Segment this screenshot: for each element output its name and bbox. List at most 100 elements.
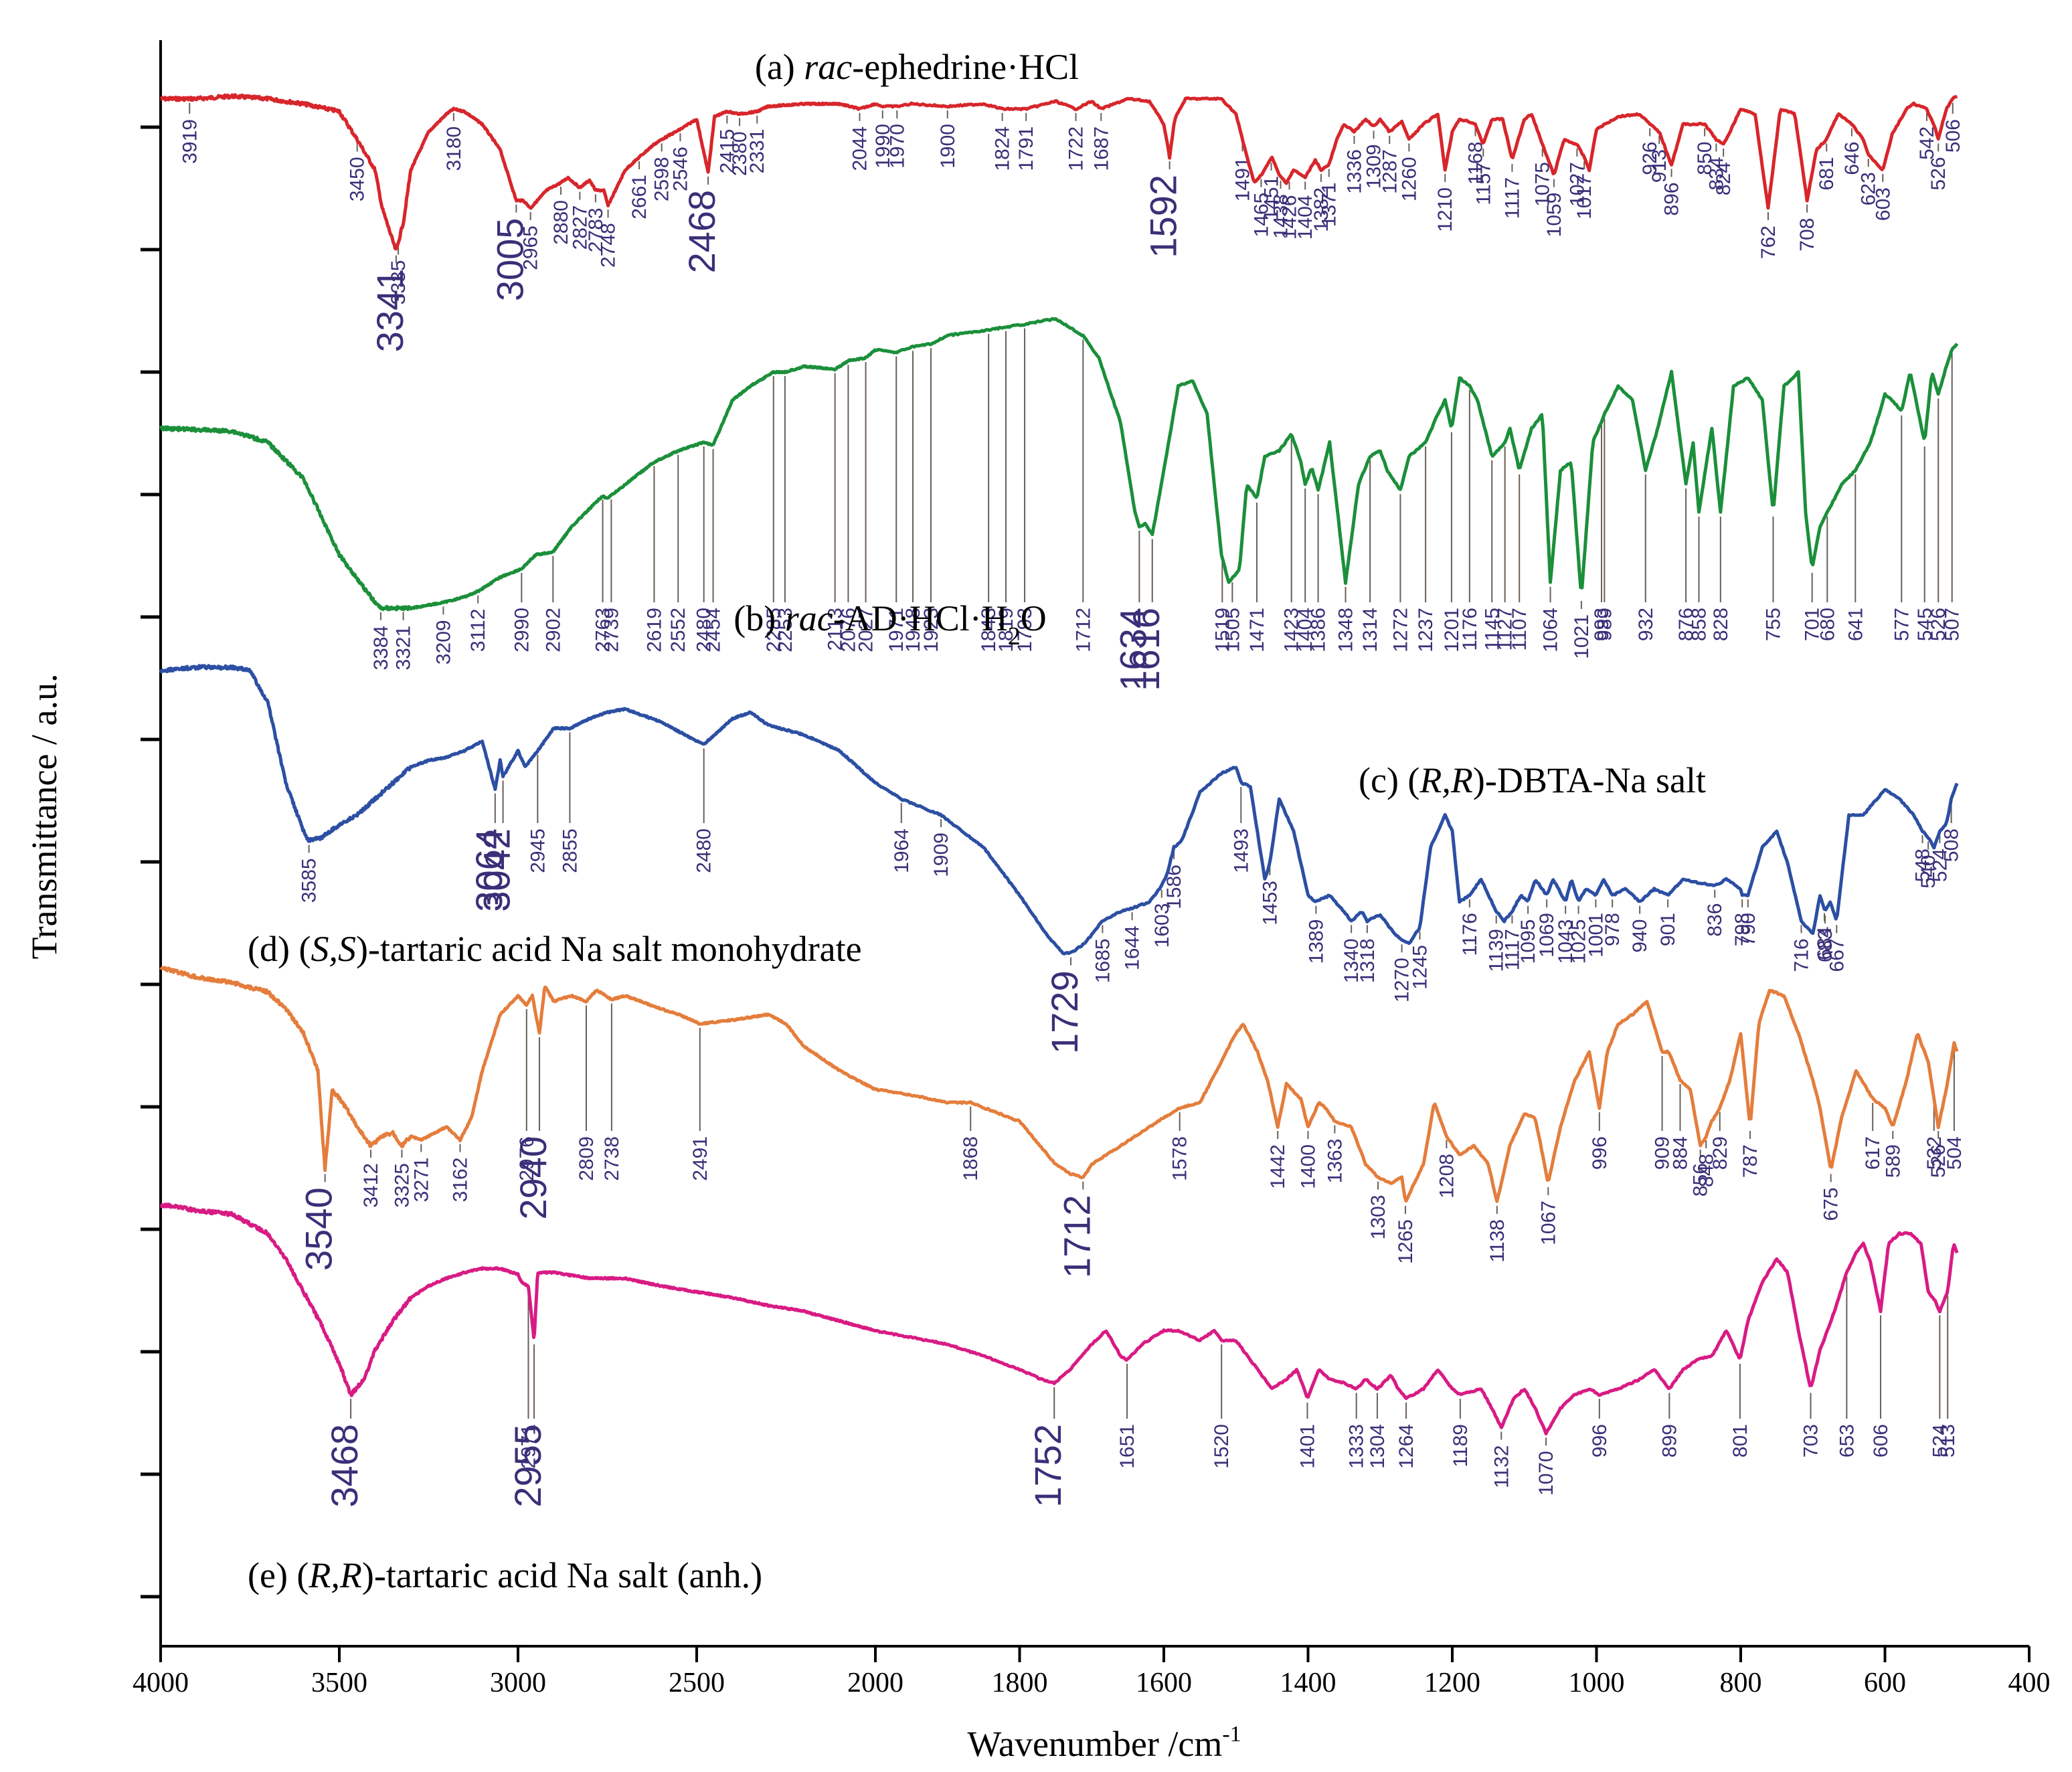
series-label-part: )-tartaric acid Na salt (anh.) [362, 1555, 762, 1595]
peak-label: 2285 [763, 608, 785, 652]
peak-label: 545 [1914, 608, 1936, 641]
peak-label: 755 [1762, 608, 1784, 641]
peak-label: 1001 [1585, 913, 1607, 958]
peak-label: 978 [1602, 913, 1624, 946]
peak-label: 896 [1661, 182, 1683, 215]
peak-label: 1382 [1310, 187, 1332, 232]
x-axis-title: Wavenumber /cm-1 [967, 1722, 1241, 1764]
peak-label: 858 [1689, 608, 1711, 641]
peak-label: 508 [1941, 828, 1963, 862]
peak-label: 1651 [1116, 1424, 1138, 1469]
peak-label: 1333 [1346, 1424, 1368, 1469]
peak-label: 856 [1690, 1163, 1712, 1197]
peak-label: 1017 [1573, 175, 1595, 219]
peak-label: 1616 [1125, 608, 1167, 691]
peak-label: 2955 [507, 1424, 549, 1508]
peak-label: 1386 [1308, 608, 1330, 652]
peak-label: 540 [1917, 855, 1939, 889]
series-label-part: R,R [1419, 760, 1472, 800]
peak-label: 2468 [681, 190, 723, 274]
x-tick-label: 1200 [1424, 1668, 1480, 1698]
series-d-curve [159, 966, 1959, 1203]
peak-label: 1471 [1246, 608, 1268, 652]
peak-label: 1404 [1294, 195, 1316, 240]
series-e-label: (e) (R,R)-tartaric acid Na salt (anh.) [248, 1555, 762, 1595]
peak-label: 3005 [489, 218, 531, 302]
peak-label: 1309 [1363, 144, 1385, 189]
peak-label: 1176 [1459, 608, 1481, 651]
peak-label: 2855 [559, 828, 581, 873]
series-label-part: 2 [1008, 622, 1021, 650]
peak-label: 3468 [323, 1424, 365, 1508]
peak-label: 3209 [432, 620, 454, 664]
peak-label: 1304 [1367, 1424, 1389, 1469]
series-label-part: rac [804, 47, 852, 87]
peak-label: 667 [1826, 938, 1848, 972]
peak-label: 932 [1635, 608, 1657, 641]
peak-label: 1400 [1298, 1144, 1320, 1189]
peak-label: 1520 [1211, 1424, 1233, 1469]
peak-label: 2880 [550, 200, 572, 245]
peak-label: 2739 [600, 608, 622, 652]
peak-label: 1145 [1481, 608, 1503, 651]
peak-label: 1201 [1441, 608, 1463, 652]
peak-label: 1237 [1415, 608, 1437, 652]
peak-label: 1075 [1532, 162, 1554, 207]
peak-label: 3919 [179, 119, 201, 164]
peak-label: 1025 [1568, 919, 1590, 964]
peak-label: 1603 [1151, 903, 1173, 948]
peak-label: 2546 [669, 147, 691, 191]
peak-label: 1438 [1270, 194, 1292, 239]
peak-label: 513 [1937, 1424, 1959, 1457]
peak-label: 993 [1591, 608, 1613, 641]
series-label-part: O [1021, 598, 1047, 638]
peak-label: 1069 [1536, 913, 1558, 958]
peak-label: 3450 [347, 157, 369, 201]
peak-label: 2971 [517, 1424, 539, 1469]
peak-label: 836 [1704, 903, 1726, 937]
peak-label: 2253 [774, 608, 796, 652]
series-label-part: R,R [308, 1555, 361, 1595]
peak-label: 1176 [1459, 913, 1481, 956]
peak-label: 3412 [360, 1163, 382, 1208]
peak-label: 646 [1841, 142, 1863, 175]
peak-label: 617 [1862, 1136, 1884, 1170]
series-d-label: (d) (S,S)-tartaric acid Na salt monohydr… [248, 929, 862, 969]
peak-label: 790 [1737, 913, 1759, 946]
peak-label: 504 [1944, 1136, 1966, 1170]
series-a-curve [159, 93, 1958, 251]
peak-label: 1107 [1508, 608, 1531, 651]
peak-label: 716 [1791, 938, 1813, 972]
series-label-part: rac [785, 598, 833, 638]
peak-label: 850 [1694, 142, 1716, 175]
peak-label: 2027 [855, 608, 877, 652]
x-tick-label: 1000 [1569, 1668, 1625, 1698]
peak-label: 1426 [1278, 195, 1300, 240]
series-label-part: S,S [311, 929, 356, 969]
peak-label: 675 [1820, 1187, 1842, 1221]
peak-label: 1314 [1359, 608, 1381, 652]
series-label-part: )-DBTA-Na salt [1473, 760, 1706, 800]
peak-label: 623 [1858, 172, 1880, 205]
peak-label: 1272 [1389, 608, 1411, 652]
peak-label: 1270 [1391, 958, 1413, 1002]
peak-label: 680 [1816, 608, 1838, 641]
peak-label: 1138 [1486, 1219, 1508, 1263]
spectra-curves [159, 93, 1959, 1435]
series-label-part: (a) [755, 47, 804, 87]
x-tick-label: 1800 [992, 1668, 1048, 1698]
peak-label: 1348 [1335, 608, 1357, 652]
peak-label: 884 [1669, 1136, 1691, 1170]
series-label-part: (b) [733, 598, 784, 638]
peak-label: 762 [1757, 226, 1780, 259]
peak-label: 2661 [628, 175, 651, 219]
peak-label: 1064 [1540, 608, 1562, 652]
peak-label: 653 [1836, 1424, 1858, 1457]
peak-label: 524 [1929, 849, 1951, 882]
peak-label: 589 [1882, 1144, 1904, 1178]
series-e-curve [159, 1203, 1959, 1435]
peak-label: 1371 [1318, 182, 1341, 227]
x-tick-label: 2500 [669, 1668, 725, 1698]
peak-label: 1363 [1324, 1139, 1346, 1184]
